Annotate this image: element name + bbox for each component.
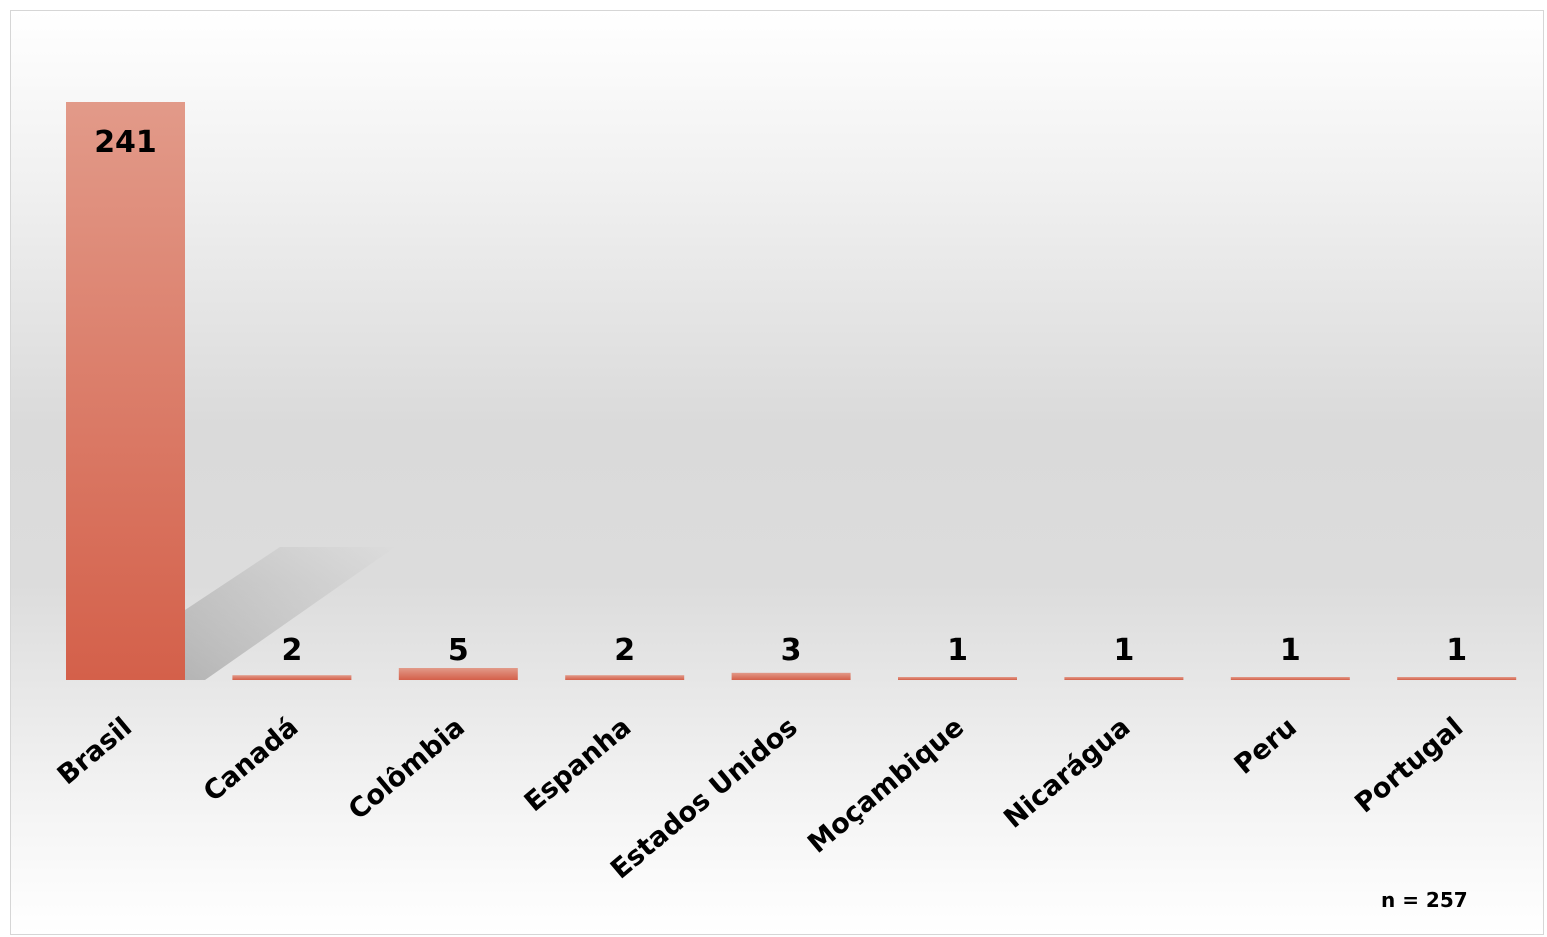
bar-portugal (1397, 677, 1517, 680)
value-label: 1 (1113, 633, 1134, 668)
category-label: Estados Unidos (605, 712, 804, 886)
category-label: Moçambique (802, 712, 970, 860)
bar-moçambique (898, 677, 1017, 680)
category-label: Colômbia (343, 712, 471, 826)
bar-peru (1230, 677, 1350, 680)
value-label: 241 (94, 125, 157, 160)
bar-espanha (565, 675, 685, 680)
bar-shadow (185, 547, 395, 680)
bar-estados-unidos (731, 672, 851, 680)
bar-shadow-layer (185, 547, 395, 680)
value-label: 3 (781, 633, 802, 668)
category-label: Portugal (1349, 712, 1469, 820)
category-label: Nicarágua (998, 712, 1136, 835)
value-label: 2 (614, 633, 635, 668)
category-label: Espanha (519, 712, 638, 818)
sample-size-note: n = 257 (1381, 888, 1468, 912)
category-label: Peru (1229, 712, 1303, 781)
bar-canadá (232, 675, 352, 680)
value-label: 1 (1280, 633, 1301, 668)
value-label: 1 (1446, 633, 1467, 668)
category-label: Brasil (52, 712, 138, 791)
bar-nicarágua (1064, 677, 1184, 680)
bars-layer (66, 102, 1517, 680)
bar-brasil (66, 102, 185, 680)
value-label: 1 (947, 633, 968, 668)
chart-frame (10, 10, 1544, 935)
value-label: 5 (448, 633, 469, 668)
value-labels-layer: 241 2 5 2 3 1 1 1 1 (94, 125, 1467, 668)
value-label: 2 (281, 633, 302, 668)
category-label: Canadá (198, 712, 305, 808)
bar-colômbia (398, 668, 518, 680)
